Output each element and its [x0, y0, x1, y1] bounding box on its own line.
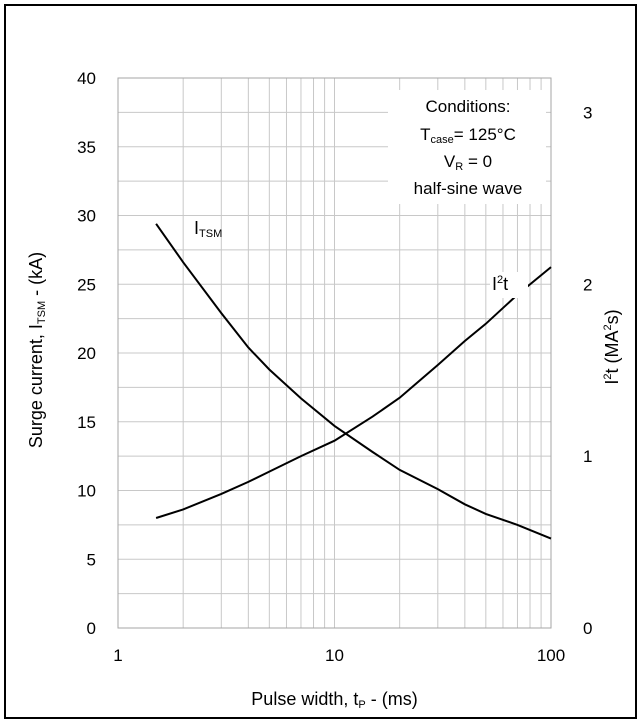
- x-tick-label: 1: [113, 646, 122, 665]
- y2-tick-label: 2: [583, 275, 592, 294]
- y-tick-label: 0: [87, 619, 96, 638]
- y2-tick-label: 0: [583, 619, 592, 638]
- chart-frame: 0 5 10 15 20 25 30 35 40 0 1 2 3 1 10 100 Pulse width, t…: [4, 4, 637, 719]
- y2-tick-label: 3: [583, 103, 592, 122]
- y-tick-label: 35: [77, 138, 96, 157]
- conditions-title: Conditions:: [425, 97, 510, 116]
- series-label-i2t: I2t: [492, 274, 508, 294]
- y-tick-label: 10: [77, 482, 96, 501]
- y2-tick-label: 1: [583, 447, 592, 466]
- y-tick-label: 5: [87, 550, 96, 569]
- x-axis-title: Pulse width, tP - (ms): [251, 689, 417, 711]
- plot-area-border: [117, 77, 552, 629]
- y-axis-title: Surge current, ITSM - (kA): [26, 252, 48, 448]
- y2-axis-title: I2t (MA2s): [602, 309, 622, 384]
- series-line-i2t: [155, 266, 552, 519]
- x-tick-label: 100: [537, 646, 565, 665]
- y-tick-label: 25: [77, 275, 96, 294]
- y-tick-label: 15: [77, 413, 96, 432]
- conditions-vr: VR = 0: [444, 152, 492, 173]
- y-tick-label: 30: [77, 207, 96, 226]
- y-tick-label: 20: [77, 344, 96, 363]
- conditions-wave: half-sine wave: [414, 179, 523, 198]
- series-label-itsm: ITSM: [194, 218, 222, 240]
- series-line-itsm: [155, 223, 552, 540]
- conditions-box: [388, 90, 546, 204]
- conditions-temperature: Tcase= 125°C: [420, 125, 516, 146]
- y-tick-label: 40: [77, 69, 96, 88]
- series-label-i2t-bg: [490, 272, 528, 298]
- x-tick-label: 10: [325, 646, 344, 665]
